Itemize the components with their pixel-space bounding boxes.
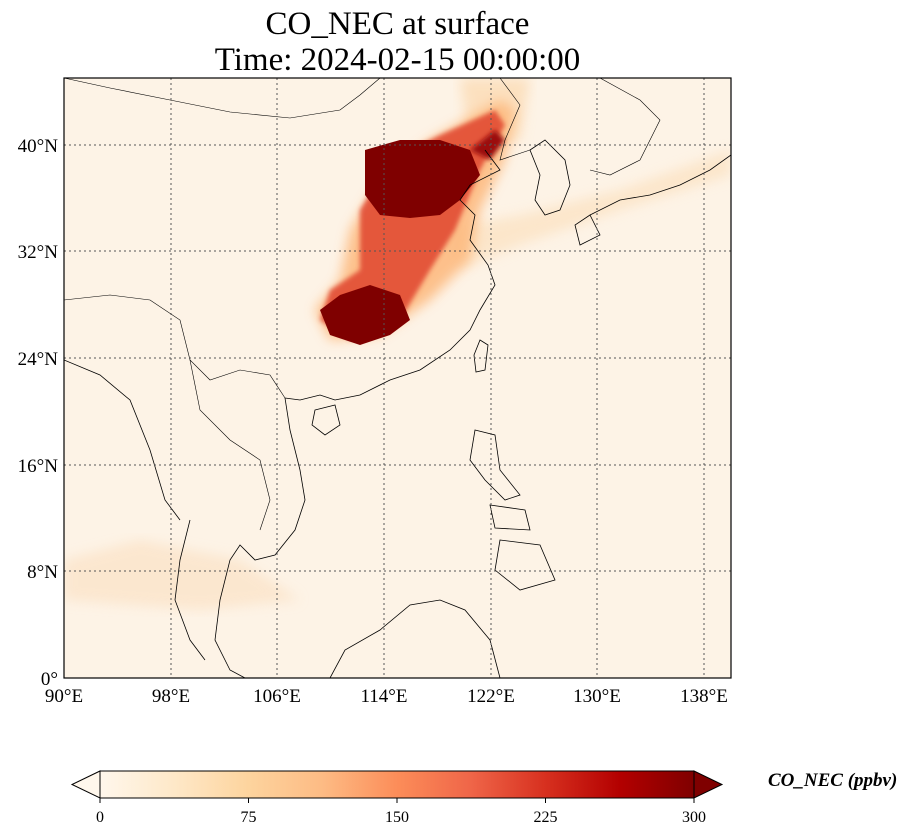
- luzon-island: [469, 429, 521, 501]
- lon-label-130e: 130°E: [573, 686, 621, 707]
- inner-border-3: [64, 78, 381, 119]
- indochina-coast: [214, 397, 306, 678]
- lat-label-24n: 24°N: [18, 349, 59, 370]
- plume-core-edge: [470, 130, 505, 160]
- plume-faint-west: [64, 540, 300, 610]
- lat-label-16n: 16°N: [18, 456, 59, 477]
- taiwan-island: [473, 339, 489, 373]
- inner-border-5: [589, 78, 661, 176]
- malay-coast: [174, 519, 206, 661]
- lat-label-32n: 32°N: [18, 242, 59, 263]
- japan-coastline: [589, 154, 731, 216]
- inner-border-2: [189, 359, 271, 531]
- colorbar-min-extend-arrow: [70, 770, 101, 799]
- visayas-islands: [489, 504, 531, 531]
- colorbar-label-150: 150: [385, 809, 409, 826]
- colorbar-gradient: [99, 770, 695, 799]
- lat-label-0: 0°: [41, 669, 58, 690]
- colorbar-title: CO_NEC (ppbv): [768, 770, 898, 791]
- lon-label-98e: 98°E: [152, 686, 190, 707]
- plume-core-south: [320, 285, 410, 345]
- lon-label-106e: 106°E: [253, 686, 301, 707]
- map-time-subtitle: Time: 2024-02-15 00:00:00: [214, 42, 581, 78]
- borneo-island: [329, 599, 501, 678]
- colorbar: 0 75 150 225 300: [70, 770, 724, 826]
- colorbar-label-0: 0: [96, 809, 104, 826]
- concentration-field: [64, 78, 731, 678]
- coastlines: [64, 78, 731, 678]
- plume-core-north: [365, 140, 480, 218]
- map-frame: [63, 77, 732, 679]
- lon-label-122e: 122°E: [467, 686, 515, 707]
- inner-border-4: [499, 78, 531, 161]
- china-coastline: [284, 149, 501, 401]
- gridlines: [64, 78, 731, 678]
- mindanao-island: [494, 539, 556, 591]
- colorbar-max-extend-arrow: [693, 770, 724, 799]
- myanmar-coast: [64, 359, 181, 521]
- plume-faint-sea: [440, 150, 731, 270]
- lon-label-138e: 138°E: [680, 686, 728, 707]
- lat-label-40n: 40°N: [18, 136, 59, 157]
- map-title: CO_NEC at surface: [265, 6, 530, 42]
- lon-label-114e: 114°E: [361, 686, 408, 707]
- korea-coastline: [529, 139, 571, 216]
- hainan-island: [311, 404, 341, 436]
- lat-label-8n: 8°N: [27, 562, 58, 583]
- colorbar-label-225: 225: [534, 809, 558, 826]
- colorbar-label-75: 75: [241, 809, 257, 826]
- colorbar-label-300: 300: [682, 809, 706, 826]
- lon-label-90e: 90°E: [45, 686, 83, 707]
